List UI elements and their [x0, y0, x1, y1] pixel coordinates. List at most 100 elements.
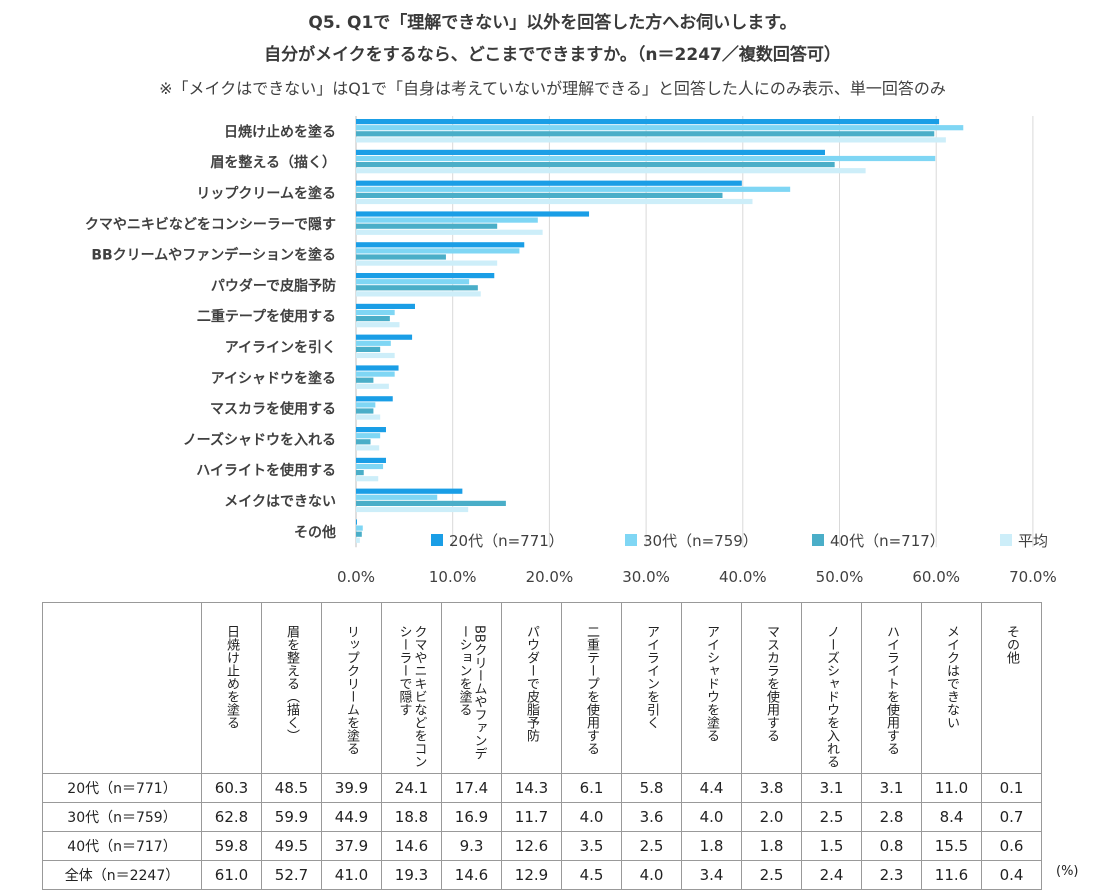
table-cell: 2.5: [621, 831, 682, 861]
bar: [356, 119, 940, 125]
category-label: マスカラを使用する: [210, 401, 336, 418]
bar: [356, 531, 362, 537]
table-cell: 9.3: [441, 831, 502, 861]
bar: [356, 254, 446, 260]
bar: [356, 316, 390, 322]
table-cell: 41.0: [321, 860, 382, 890]
table-cell: 49.5: [261, 831, 322, 861]
table-cell: 0.4: [981, 860, 1042, 890]
table-cell: 59.9: [261, 802, 322, 832]
table-cell: 3.5: [561, 831, 622, 861]
legend-label: 20代（n=771）: [449, 532, 564, 550]
table-cell: 61.0: [201, 860, 262, 890]
table-cell: 2.4: [801, 860, 862, 890]
table-column-header: パウダーで皮脂予防: [501, 602, 562, 774]
table-cell: 2.3: [861, 860, 922, 890]
column-header-label: マスカラを使用する: [764, 625, 779, 742]
legend-label: 30代（n=759）: [643, 532, 758, 550]
category-label: クマやニキビなどをコンシーラーで隠す: [85, 216, 336, 233]
bar: [356, 162, 835, 168]
table-cell: 14.6: [381, 831, 442, 861]
bar: [356, 168, 866, 174]
table-cell: 3.1: [801, 773, 862, 803]
column-header-label: メイクはできない: [944, 625, 959, 729]
table-column-header: 眉を整える（描く）: [261, 602, 322, 774]
bar: [356, 149, 825, 155]
column-header-label: 眉を整える（描く）: [284, 625, 299, 742]
bar: [356, 445, 380, 451]
column-header-label: ハイライトを使用する: [884, 625, 899, 755]
table-cell: 1.5: [801, 831, 862, 861]
table-cell: 59.8: [201, 831, 262, 861]
bar: [356, 439, 371, 445]
table-cell: 11.7: [501, 802, 562, 832]
bar: [356, 433, 381, 439]
legend-label: 40代（n=717）: [830, 532, 945, 550]
bar: [356, 402, 376, 408]
bar: [356, 383, 389, 389]
bar: [356, 500, 506, 506]
bar: [356, 211, 590, 217]
bar: [356, 352, 395, 359]
table-cell: 44.9: [321, 802, 382, 832]
table-column-header: ハイライトを使用する: [861, 602, 922, 774]
table-cell: 0.7: [981, 802, 1042, 832]
table-cell: 52.7: [261, 860, 322, 890]
column-header-label: クマやニキビなどをコンシーラーで隠す: [396, 625, 427, 768]
table-cell: 2.5: [801, 802, 862, 832]
table-row: 全体（n＝2247） 61.0 52.7 41.0 19.3 14.6 12.9 4.5 4.0…: [42, 860, 1042, 890]
bar: [356, 223, 498, 229]
table-cell: 18.8: [381, 802, 442, 832]
bar: [356, 488, 463, 494]
category-label: メイクはできない: [224, 494, 336, 510]
bar: [356, 229, 543, 235]
bar: [356, 260, 498, 266]
bar: [356, 155, 936, 162]
column-header-label: アイシャドウを塗る: [704, 625, 719, 742]
bar: [356, 186, 791, 192]
column-header-label: 日焼け止めを塗る: [224, 625, 239, 729]
table-cell: 60.3: [201, 773, 262, 803]
table-row: 30代（n＝759） 62.8 59.9 44.9 18.8 16.9 11.7 4.0 3.6…: [42, 802, 1042, 832]
table-cell: 8.4: [921, 802, 982, 832]
table-cell: 1.8: [741, 831, 802, 861]
table-cell: 14.3: [501, 773, 562, 803]
table-cell: 15.5: [921, 831, 982, 861]
bar: [356, 303, 415, 309]
category-label: アイラインを引く: [225, 340, 336, 356]
table-cell: 16.9: [441, 802, 502, 832]
table-column-header: アイラインを引く: [621, 602, 682, 774]
table-cell: 1.8: [681, 831, 742, 861]
bar: [356, 506, 469, 513]
bar: [356, 279, 470, 285]
bar: [356, 396, 393, 402]
table-body: 20代（n＝771） 60.3 48.5 39.9 24.1 17.4 14.3 6.1 5.8…: [42, 773, 1042, 890]
category-label: パウダーで皮脂予防: [211, 277, 336, 294]
table-cell: 19.3: [381, 860, 442, 890]
bar: [356, 340, 391, 346]
table-cell: 48.5: [261, 773, 322, 803]
bar: [356, 525, 363, 531]
bar: [356, 248, 520, 254]
table-cell: 3.6: [621, 802, 682, 832]
table-cell: 14.6: [441, 860, 502, 890]
bar: [356, 198, 753, 205]
bar: [356, 408, 374, 414]
legend-swatch: [431, 534, 443, 546]
table-cell: 12.6: [501, 831, 562, 861]
table-cell: 3.1: [861, 773, 922, 803]
column-header-label: リップクリームを塗る: [344, 625, 359, 755]
column-header-label: アイラインを引く: [644, 625, 659, 729]
chart-note: ※「メイクはできない」はQ1で「自身は考えていないが理解できる」と回答した人にの…: [159, 79, 946, 98]
chart-title-line2: 自分がメイクをするなら、どこまでできますか。（n＝2247／複数回答可）: [264, 45, 841, 65]
table-cell: 11.6: [921, 860, 982, 890]
category-label: 日焼け止めを塗る: [224, 123, 336, 140]
legend-label: 平均: [1018, 532, 1048, 550]
bar: [356, 334, 413, 340]
row-label: 20代（n＝771）: [42, 773, 202, 803]
column-header-label: BBクリームやファンデーションを塗る: [456, 625, 487, 760]
table-cell: 4.4: [681, 773, 742, 803]
legend-swatch: [812, 534, 824, 546]
table-cell: 0.8: [861, 831, 922, 861]
x-tick-label: 20.0%: [526, 568, 574, 586]
